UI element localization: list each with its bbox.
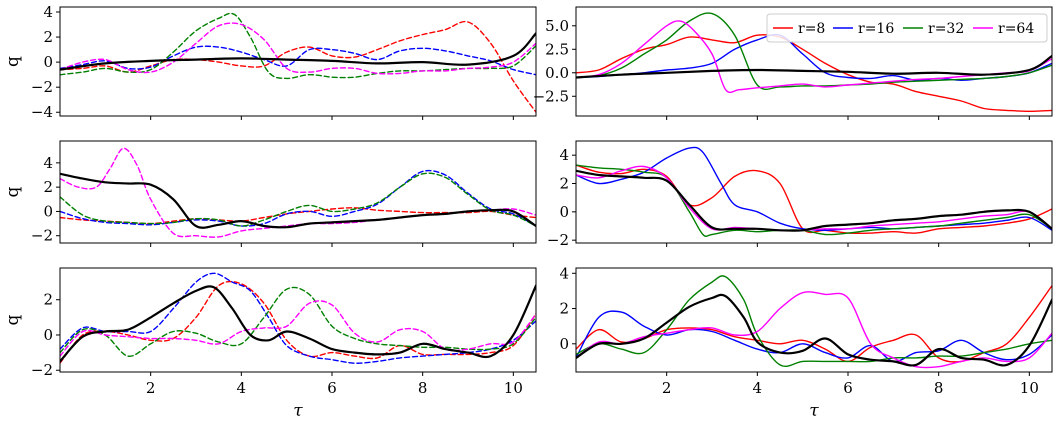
panel-row1-right: −2.5 0.0 2.5 5.0 r=8 r=16 r=32 r=64 <box>533 6 1053 120</box>
legend: r=8 r=16 r=32 r=64 <box>766 13 1048 43</box>
series-line-3 <box>60 172 536 227</box>
series-line-2 <box>576 146 1052 231</box>
panel-row3-left: 2 4 6 8 10 −2 0 2 q τ <box>3 267 537 421</box>
y-tick-label: 5.0 <box>545 17 569 35</box>
x-tick-label: 4 <box>753 379 763 397</box>
series-line-0 <box>60 284 536 363</box>
series-line-3 <box>60 12 536 80</box>
panel-row1-left: −4 −2 0 2 4 q <box>3 3 537 121</box>
axes-frame <box>59 267 537 373</box>
axes-frame <box>575 267 1053 373</box>
x-tick-label: 4 <box>237 379 247 397</box>
y-tick-label: −2 <box>547 231 569 249</box>
y-tick-label: 2 <box>559 175 569 193</box>
legend-label: r=32 <box>928 21 964 37</box>
series-line-0 <box>576 169 1052 232</box>
panel-row3-right: 2 4 6 8 10 0 2 4 τ <box>559 264 1053 421</box>
series-line-0 <box>60 32 536 71</box>
series-line-1 <box>60 207 536 225</box>
series-group <box>60 272 536 364</box>
x-tick-label: 2 <box>662 379 672 397</box>
y-tick-label: −4 <box>31 103 53 121</box>
y-tick-label: 4 <box>559 146 569 164</box>
y-axis-label: q <box>3 56 23 67</box>
y-tick-label: −2 <box>31 227 53 245</box>
y-tick-label: 2 <box>43 178 53 196</box>
series-group <box>60 12 536 113</box>
series-line-0 <box>576 293 1052 367</box>
x-axis-label: τ <box>809 401 819 421</box>
x-axis-label: τ <box>293 401 303 421</box>
axes-frame <box>575 6 1053 117</box>
y-tick-label: 2 <box>43 28 53 46</box>
y-tick-label: 0 <box>43 202 53 220</box>
series-line-1 <box>60 280 536 364</box>
y-tick-label: 0 <box>43 326 53 344</box>
legend-label: r=16 <box>858 21 894 37</box>
y-tick-label: 2.5 <box>545 40 569 58</box>
x-tick-label: 8 <box>418 379 428 397</box>
y-tick-label: 4 <box>43 154 53 172</box>
axes-frame <box>59 140 537 244</box>
series-line-2 <box>60 169 536 227</box>
x-tick-label: 6 <box>843 379 853 397</box>
series-group <box>576 275 1052 369</box>
x-tick-label: 10 <box>504 379 523 397</box>
y-tick-label: 2 <box>559 300 569 318</box>
y-tick-label: −2.5 <box>533 87 569 105</box>
y-tick-label: 0 <box>43 53 53 71</box>
x-tick-label: 8 <box>934 379 944 397</box>
axes-frame <box>575 140 1053 244</box>
x-tick-label: 6 <box>327 379 337 397</box>
y-tick-label: 0 <box>559 203 569 221</box>
series-line-3 <box>576 275 1052 368</box>
y-tick-label: 4 <box>559 264 569 282</box>
y-axis-label: q <box>3 314 23 325</box>
y-tick-label: −2 <box>31 361 53 379</box>
series-line-0 <box>60 172 536 229</box>
series-line-4 <box>60 22 536 75</box>
x-tick-label: 10 <box>1020 379 1039 397</box>
series-line-1 <box>60 20 536 113</box>
series-line-4 <box>576 165 1052 232</box>
axes-frame <box>59 6 537 117</box>
panel-row2-left: −2 0 2 4 q <box>3 140 537 247</box>
legend-label: r=8 <box>798 21 825 37</box>
series-group <box>576 146 1052 238</box>
series-line-2 <box>60 272 536 364</box>
series-line-4 <box>576 291 1052 369</box>
series-group <box>60 147 536 238</box>
y-tick-label: 0.0 <box>545 64 569 82</box>
series-line-3 <box>60 286 536 357</box>
y-axis-label: q <box>3 186 23 197</box>
y-tick-label: 4 <box>43 3 53 21</box>
series-line-2 <box>60 45 536 76</box>
legend-label: r=64 <box>998 21 1034 37</box>
x-tick-label: 2 <box>146 379 156 397</box>
series-line-0 <box>576 54 1052 79</box>
y-tick-label: −2 <box>31 78 53 96</box>
y-tick-label: 0 <box>559 335 569 353</box>
panel-row2-right: −2 0 2 4 <box>547 140 1053 249</box>
series-group <box>576 12 1052 112</box>
series-line-4 <box>576 20 1052 94</box>
y-tick-label: 2 <box>43 291 53 309</box>
